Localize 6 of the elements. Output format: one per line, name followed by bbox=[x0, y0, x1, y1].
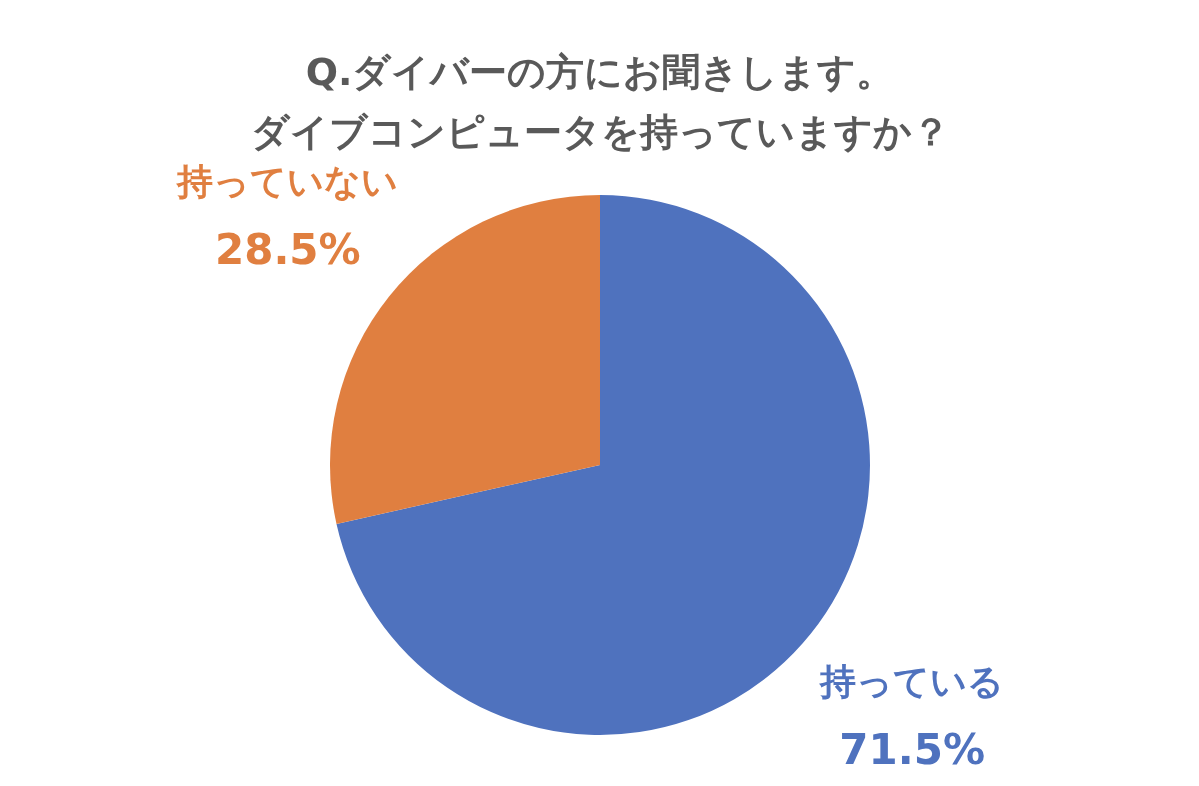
data-label: 28.5% bbox=[214, 224, 361, 274]
data-label: 71.5% bbox=[839, 725, 986, 775]
chart-subtitle: ダイブコンピュータを持っていますか？ bbox=[250, 109, 950, 154]
chart-title: Q.ダイバーの方にお聞きします。 bbox=[305, 49, 895, 94]
slice-label: 持っている bbox=[818, 661, 1005, 703]
slice-label: 持っていない bbox=[175, 160, 399, 202]
